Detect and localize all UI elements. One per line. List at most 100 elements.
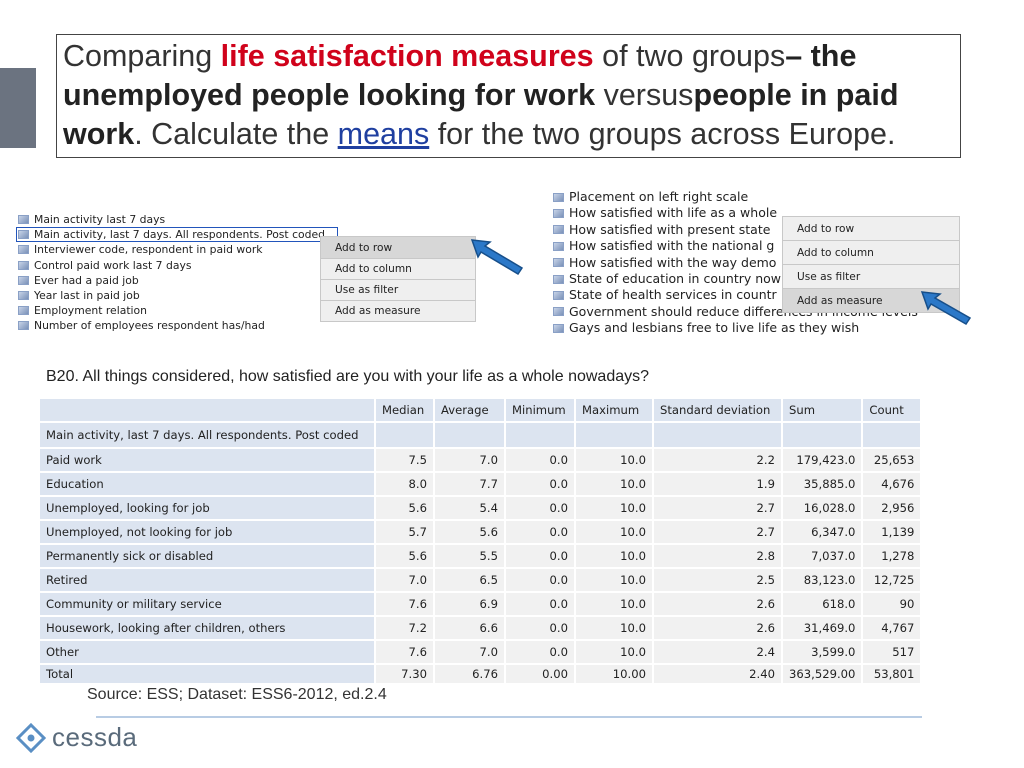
table-row: Education 8.0 7.7 0.0 10.0 1.9 35,885.0 4,676 — [40, 473, 921, 495]
table-cell: 7.0 — [376, 569, 433, 591]
cessda-logo-icon — [16, 722, 46, 753]
variable-item[interactable]: How satisfied with the way demo — [553, 255, 953, 271]
variable-icon — [553, 209, 564, 219]
table-cell: 10.00 — [576, 665, 652, 683]
table-cell: 10.0 — [576, 641, 652, 663]
row-dimension-header[interactable]: Main activity, last 7 days. All responde… — [40, 423, 374, 447]
table-cell: 0.0 — [506, 473, 574, 495]
means-link[interactable]: means — [337, 117, 430, 151]
menu-add-to-column[interactable]: Add to column — [320, 259, 476, 280]
variable-item[interactable]: How satisfied with present state — [553, 222, 953, 238]
table-cell: 7.0 — [435, 449, 504, 471]
variable-item-selected[interactable]: Main activity, last 7 days. All responde… — [16, 227, 338, 243]
menu-add-as-measure[interactable]: Add as measure — [320, 301, 476, 322]
row-label[interactable]: Unemployed, looking for job — [40, 497, 374, 519]
variable-item[interactable]: Year last in paid job — [18, 288, 338, 303]
table-cell: 0.0 — [506, 545, 574, 567]
header-spacer — [783, 423, 862, 447]
table-cell: 2.6 — [654, 593, 781, 615]
menu-add-to-row[interactable]: Add to row — [320, 237, 476, 259]
table-row: Housework, looking after children, other… — [40, 617, 921, 639]
variable-item[interactable]: How satisfied with the national g — [553, 238, 953, 254]
logo-text: cessda — [52, 722, 138, 752]
header-spacer — [506, 423, 574, 447]
table-cell: 6,347.0 — [783, 521, 862, 543]
variable-item[interactable]: Interviewer code, respondent in paid wor… — [18, 242, 338, 257]
variable-item[interactable]: Placement on left right scale — [553, 189, 953, 205]
variable-item[interactable]: Ever had a paid job — [18, 273, 338, 288]
variable-icon — [553, 323, 564, 333]
table-cell: 517 — [863, 641, 921, 663]
row-label[interactable]: Other — [40, 641, 374, 663]
table-cell: 0.0 — [506, 593, 574, 615]
table-cell: 12,725 — [863, 569, 921, 591]
header-spacer — [576, 423, 652, 447]
context-menu-left: Add to row Add to column Use as filter A… — [320, 236, 476, 322]
row-label[interactable]: Housework, looking after children, other… — [40, 617, 374, 639]
variable-icon — [18, 260, 29, 270]
row-label[interactable]: Unemployed, not looking for job — [40, 521, 374, 543]
variable-item[interactable]: Main activity last 7 days — [18, 212, 338, 227]
table-cell: 1,139 — [863, 521, 921, 543]
col-header[interactable]: Minimum — [506, 399, 574, 421]
row-label[interactable]: Retired — [40, 569, 374, 591]
col-header[interactable]: Count — [863, 399, 921, 421]
table-cell: 0.0 — [506, 569, 574, 591]
variable-icon — [553, 225, 564, 235]
title-part: . Calculate the — [134, 117, 330, 151]
variable-item[interactable]: State of health services in countr — [553, 287, 953, 303]
menu-add-to-row[interactable]: Add to row — [782, 217, 960, 241]
table-row: Unemployed, looking for job 5.6 5.4 0.0 10.0… — [40, 497, 921, 519]
col-header[interactable]: Sum — [783, 399, 862, 421]
row-label[interactable]: Education — [40, 473, 374, 495]
footer-rule — [96, 716, 922, 718]
col-header[interactable]: Median — [376, 399, 433, 421]
table-cell: 90 — [863, 593, 921, 615]
col-header[interactable]: Average — [435, 399, 504, 421]
variable-icon — [18, 321, 29, 331]
variable-item[interactable]: State of education in country now — [553, 271, 953, 287]
row-label[interactable]: Paid work — [40, 449, 374, 471]
table-cell: 4,767 — [863, 617, 921, 639]
cessda-logo: cessda — [16, 722, 137, 753]
table-cell: 6.76 — [435, 665, 504, 683]
variable-icon — [553, 241, 564, 251]
table-cell: 5.4 — [435, 497, 504, 519]
table-cell: 2,956 — [863, 497, 921, 519]
variable-panel-right: Placement on left right scale How satisf… — [552, 186, 972, 338]
table-cell: 1,278 — [863, 545, 921, 567]
slide-title: Comparing life satisfaction measures of … — [63, 37, 963, 154]
variable-item[interactable]: Gays and lesbians free to live life as t… — [553, 320, 953, 336]
table-cell: 1.9 — [654, 473, 781, 495]
variable-item[interactable]: Control paid work last 7 days — [18, 258, 338, 273]
variable-list-right: Placement on left right scale How satisf… — [553, 189, 953, 337]
table-cell: 0.0 — [506, 521, 574, 543]
table-row: Retired 7.0 6.5 0.0 10.0 2.5 83,123.0 12,725 — [40, 569, 921, 591]
row-label[interactable]: Permanently sick or disabled — [40, 545, 374, 567]
menu-use-as-filter[interactable]: Use as filter — [320, 280, 476, 301]
title-part: versus — [603, 78, 694, 112]
table-cell: 10.0 — [576, 545, 652, 567]
table-cell: 25,653 — [863, 449, 921, 471]
table-row: Paid work 7.5 7.0 0.0 10.0 2.2 179,423.0 25,653 — [40, 449, 921, 471]
variable-list-left: Main activity last 7 days Main activity,… — [16, 212, 338, 334]
menu-add-to-column[interactable]: Add to column — [782, 241, 960, 265]
menu-use-as-filter[interactable]: Use as filter — [782, 265, 960, 289]
statistics-table: Median Average Minimum Maximum Standard … — [38, 397, 922, 685]
variable-icon — [18, 215, 29, 225]
table-cell: 363,529.00 — [783, 665, 862, 683]
variable-icon — [18, 245, 29, 255]
row-label[interactable]: Total — [40, 665, 374, 683]
variable-item[interactable]: Employment relation — [18, 303, 338, 318]
col-header[interactable]: Standard deviation — [654, 399, 781, 421]
row-label[interactable]: Community or military service — [40, 593, 374, 615]
table-header-row: Median Average Minimum Maximum Standard … — [40, 399, 921, 421]
variable-item[interactable]: Number of employees respondent has/had — [18, 318, 338, 333]
table-row: Other 7.6 7.0 0.0 10.0 2.4 3,599.0 517 — [40, 641, 921, 663]
table-cell: 6.6 — [435, 617, 504, 639]
side-accent-bar — [0, 68, 36, 148]
variable-icon — [18, 230, 29, 240]
variable-item[interactable]: How satisfied with life as a whole — [553, 205, 953, 221]
col-header[interactable]: Maximum — [576, 399, 652, 421]
table-cell: 0.0 — [506, 449, 574, 471]
